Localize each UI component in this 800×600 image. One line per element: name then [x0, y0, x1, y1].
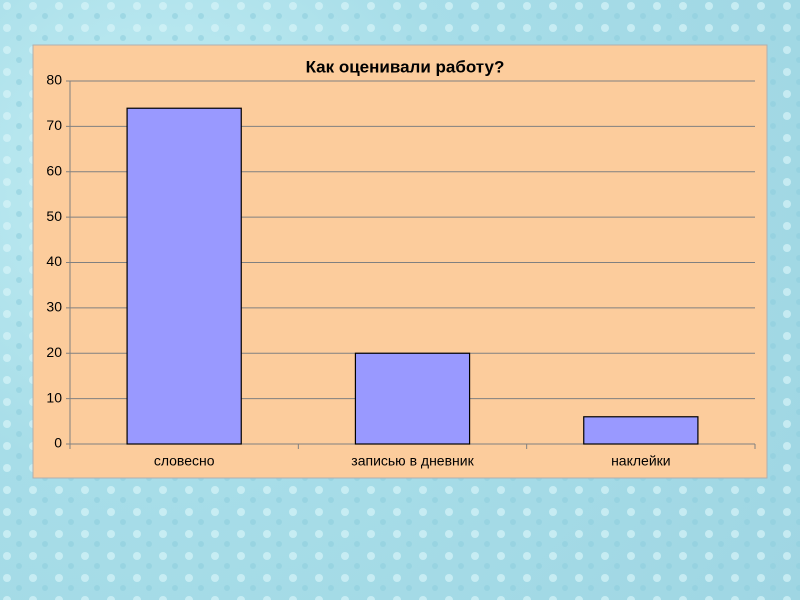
bar — [354, 352, 471, 445]
bar — [583, 416, 699, 445]
y-tick-label: 50 — [46, 208, 62, 224]
y-tick-label: 70 — [46, 117, 62, 133]
y-tick-label: 60 — [46, 162, 62, 178]
y-tick-label: 80 — [46, 72, 62, 88]
chart-title: Как оценивали работу? — [306, 57, 505, 76]
x-tick-label: словесно — [154, 453, 215, 469]
y-tick-label: 40 — [46, 253, 62, 269]
x-tick-label: записью в дневник — [351, 453, 474, 469]
x-tick-label: наклейки — [611, 453, 671, 469]
y-tick-label: 0 — [54, 435, 62, 451]
y-tick-label: 30 — [46, 299, 62, 315]
y-tick-label: 20 — [46, 344, 62, 360]
y-tick-label: 10 — [46, 389, 62, 405]
bar — [126, 107, 242, 445]
